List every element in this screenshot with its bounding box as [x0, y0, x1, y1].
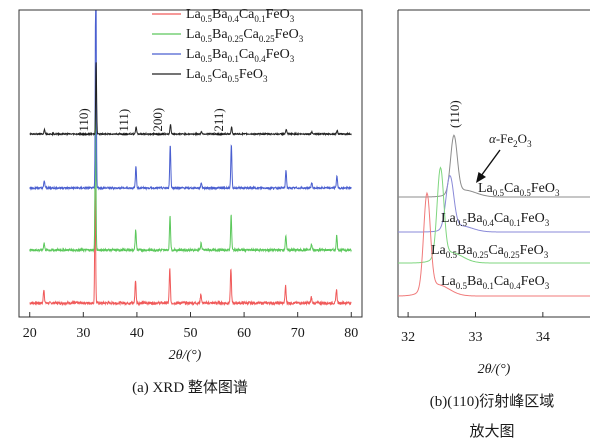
panel-b-caption-line1: (b)(110)衍射峰区域	[430, 393, 554, 410]
panel-a-peak-labels: (110) (111) (200) (211)	[76, 108, 226, 136]
x-tick-label: 70	[291, 326, 305, 341]
alpha-fe2o3-annotation: α-Fe2O3	[476, 131, 532, 183]
x-tick-label: 34	[536, 330, 550, 345]
zoom-series-label: La0.5​Ba0.25​Ca0.25​FeO3​	[431, 243, 549, 260]
trace-3	[29, 10, 352, 191]
zoom-series-label: La0.5​Ba0.4​Ca0.1​FeO3​	[441, 211, 550, 228]
panel-a-x-ticks: 20 30 40 50 60 70 80	[23, 312, 358, 341]
annotation-label: α-Fe2O3	[489, 131, 532, 149]
zoom-trace-4	[397, 191, 590, 297]
zoom-series-label: La0.5​Ca0.5​FeO3​	[478, 181, 560, 198]
annotation-arrow-shaft	[480, 149, 501, 177]
panel-a-x-axis-label: 2θ/(°)	[169, 348, 202, 363]
panel-b-traces	[397, 134, 590, 297]
zoom-trace-1	[398, 134, 590, 198]
x-tick-label: 50	[184, 326, 198, 341]
x-tick-label: 80	[344, 326, 358, 341]
panel-b-zoom-110: 32 33 34 La0.5​Ca0.5​FeO3​ La0.5​Ba0.4​Ca0.…	[397, 9, 590, 440]
panel-a-legend: La0.5​Ba0.4​Ca0.1​FeO3​ La0.5​Ba0.25​Ca0.…	[152, 7, 304, 84]
annotation-arrow-head	[476, 172, 486, 183]
x-tick-label: 60	[237, 326, 251, 341]
panel-a-caption: (a) XRD 整体图谱	[132, 379, 248, 396]
legend-entry: La0.5​Ba0.25​Ca0.25​FeO3​	[186, 27, 304, 44]
trace-1	[29, 188, 352, 307]
peak-label: (111)	[116, 109, 131, 136]
zoom-series-label: La0.5​Ba0.1​Ca0.4​FeO3​	[441, 274, 550, 291]
peak-label: (110)	[76, 108, 91, 136]
panel-b-plot-frame	[397, 9, 590, 318]
x-tick-label: 30	[76, 326, 90, 341]
trace-2	[29, 109, 352, 254]
panel-b-x-ticks: 32 33 34	[401, 312, 550, 345]
legend-entry: La0.5​Ca0.5​FeO3​	[186, 67, 268, 84]
zoom-trace-3	[398, 166, 590, 264]
x-tick-label: 32	[401, 330, 415, 345]
peak-label: (200)	[150, 108, 165, 136]
x-tick-label: 40	[130, 326, 144, 341]
panel-b-series-labels: La0.5​Ca0.5​FeO3​ La0.5​Ba0.4​Ca0.1​FeO3​…	[431, 181, 560, 291]
x-tick-label: 33	[468, 330, 482, 345]
panel-b-caption-line2: 放大图	[469, 423, 514, 440]
panel-b-x-axis-label: 2θ/(°)	[478, 362, 511, 377]
peak-label: (211)	[211, 108, 226, 136]
panel-a-traces	[29, 10, 352, 307]
panel-a-xrd-pattern: 20 30 40 50 60 70 80 (110) (111) (200) (211) La0.…	[18, 7, 363, 396]
trace-4	[29, 62, 352, 137]
legend-entry: La0.5​Ba0.4​Ca0.1​FeO3​	[186, 7, 295, 24]
legend-entry: La0.5​Ba0.1​Ca0.4​FeO3​	[186, 47, 295, 64]
x-tick-label: 20	[23, 326, 37, 341]
panel-b-peak-label-110: (110)	[447, 100, 462, 128]
